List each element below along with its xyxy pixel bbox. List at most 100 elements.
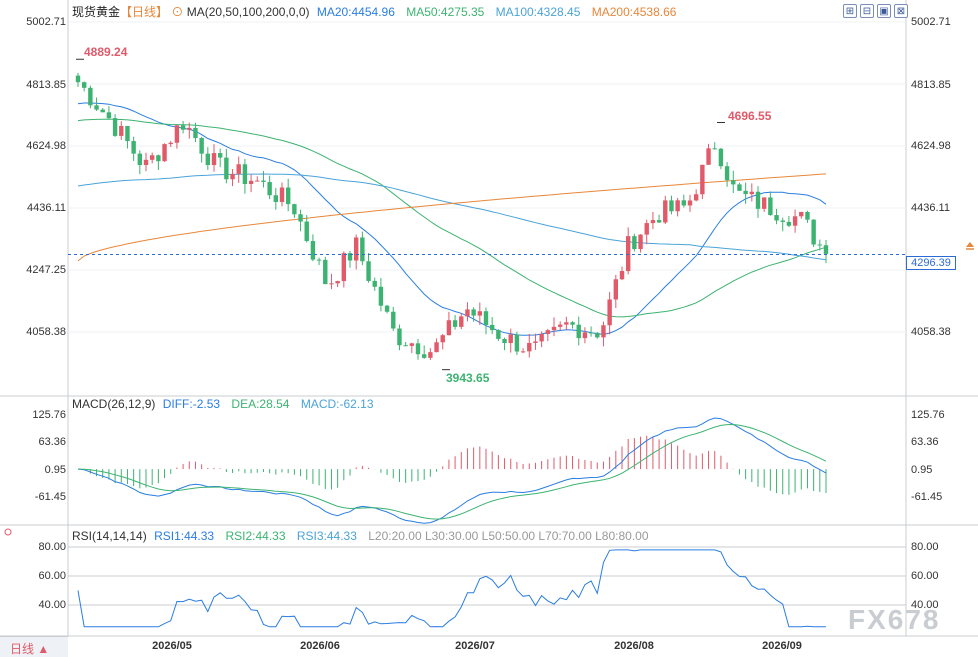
candle-body — [724, 166, 730, 181]
date-label: 2026/06 — [300, 640, 340, 652]
macd-tick-left: 125.76 — [32, 409, 66, 421]
candle-body — [397, 328, 402, 346]
period-tab[interactable]: 日线 ▲ — [0, 636, 68, 657]
candle-body — [737, 184, 742, 191]
macd-diff: DIFF:-2.53 — [162, 397, 221, 411]
candle-body — [780, 220, 785, 222]
macd-tick-right: 63.36 — [911, 436, 939, 448]
candle-body — [230, 173, 235, 180]
zoom-in-button[interactable]: ⊞ — [843, 4, 857, 18]
candle-body — [613, 279, 619, 300]
current-price-tag: 4296.39 — [906, 256, 956, 270]
candle-body — [669, 200, 674, 212]
candle-body — [421, 354, 427, 358]
candle-body — [792, 216, 798, 226]
candle-body — [335, 281, 340, 284]
candle-body — [403, 345, 408, 347]
candle-body — [205, 153, 211, 166]
candle-body — [149, 155, 155, 160]
macd-indicator — [77, 417, 827, 524]
rsi-label: RSI(14,14,14) — [72, 529, 147, 543]
candle-body — [749, 191, 755, 195]
candle-body — [119, 125, 124, 136]
candle-body — [452, 320, 458, 327]
period-tab-label[interactable]: 日线 ▲ — [10, 642, 50, 656]
price-tick-left: 4247.25 — [26, 264, 66, 276]
candle-body — [576, 324, 581, 339]
candle-body — [360, 237, 365, 262]
macd-dea-line — [77, 423, 827, 520]
ma100-value: MA100:4328.45 — [495, 5, 581, 19]
candle-body — [267, 182, 272, 196]
candle-body — [273, 195, 279, 203]
price-tick-left: 4624.98 — [26, 140, 66, 152]
candle-body — [687, 200, 693, 206]
candle-body — [718, 148, 724, 167]
candle-body — [693, 194, 699, 201]
candle-body — [755, 191, 761, 209]
date-label: 2026/08 — [614, 640, 654, 652]
candle-body — [384, 305, 390, 312]
ma50-value: MA50:4275.35 — [406, 5, 485, 19]
candle-body — [675, 200, 680, 212]
price-arrow-icon — [966, 242, 974, 247]
rsi-indicator — [68, 546, 906, 628]
candle-body — [168, 142, 173, 145]
candle-body — [607, 299, 612, 326]
candle-body — [768, 197, 773, 216]
candle-body — [304, 221, 309, 242]
candle-body — [595, 332, 600, 338]
macd-tick-left: 63.36 — [38, 436, 66, 448]
ma20-value: MA20:4454.96 — [316, 5, 395, 19]
candle-body — [545, 330, 551, 335]
fullscreen-button[interactable]: ⊠ — [894, 4, 908, 18]
settings-icon[interactable]: ⊙ — [171, 5, 184, 19]
candle-body — [539, 334, 544, 342]
candle-body — [743, 190, 748, 195]
price-tick-right: 5002.71 — [911, 16, 951, 28]
candle-body — [799, 211, 804, 217]
candle-body — [471, 309, 476, 316]
candle-body — [761, 197, 767, 209]
candle-body — [712, 148, 717, 150]
candlesticks — [75, 58, 829, 371]
macd-label: MACD(26,12,9) — [72, 397, 156, 411]
candle-body — [625, 236, 631, 272]
fit-button[interactable]: ▣ — [877, 4, 891, 18]
rsi-tick-left: 80.00 — [38, 541, 66, 553]
candle-body — [508, 334, 513, 344]
price-tick-right: 4813.85 — [911, 79, 951, 91]
macd-tick-left: -61.45 — [34, 491, 66, 503]
candle-body — [329, 283, 334, 285]
ma-label: MA(20,50,100,200,0,0) — [186, 5, 310, 19]
date-label: 2026/05 — [152, 640, 192, 652]
date-label: 2026/07 — [455, 640, 495, 652]
zoom-out-button[interactable]: ⊟ — [860, 4, 874, 18]
candle-body — [94, 105, 99, 110]
macd-value: MACD:-62.13 — [300, 397, 374, 411]
rsi-header: RSI(14,14,14) RSI1:44.33 RSI2:44.33 RSI3… — [72, 529, 649, 543]
macd-tick-right: -61.45 — [911, 491, 943, 503]
candle-body — [650, 220, 656, 224]
crosshair-icon[interactable] — [4, 528, 12, 536]
candle-body — [211, 153, 217, 166]
moving-averages — [77, 102, 827, 336]
macd-header: MACD(26,12,9) DIFF:-2.53 DEA:28.54 MACD:… — [72, 397, 374, 411]
candle-body — [805, 211, 810, 220]
instrument-name: 现货黄金 — [72, 5, 121, 19]
candle-body — [255, 180, 260, 182]
candle-body — [131, 141, 136, 154]
ma200-line — [77, 173, 827, 262]
candle-body — [378, 286, 384, 306]
candle-body — [489, 324, 495, 331]
candle-body — [465, 309, 470, 317]
candle-body — [187, 127, 192, 130]
macd-tick-right: 125.76 — [911, 409, 945, 421]
candle-body — [125, 125, 130, 142]
candle-body — [279, 187, 285, 203]
candle-body — [434, 342, 439, 353]
candle-body — [681, 200, 687, 206]
period-label[interactable]: 【日线】 — [120, 5, 169, 19]
candle-body — [817, 244, 823, 246]
